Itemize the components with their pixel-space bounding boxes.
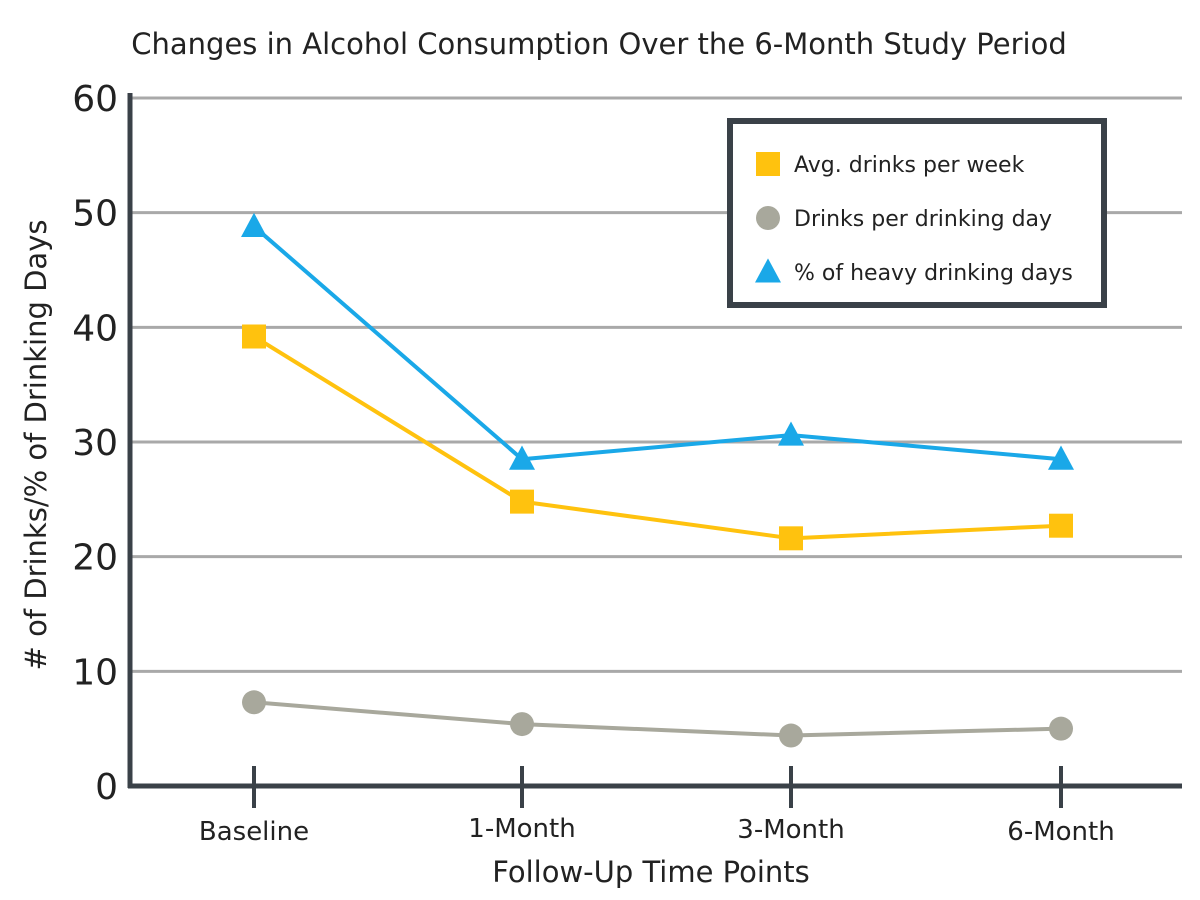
legend-label: Drinks per drinking day [794,207,1052,232]
data-point-triangle [778,421,804,446]
y-tick-label: 10 [72,652,118,693]
legend-label: % of heavy drinking days [794,261,1073,286]
data-point-circle [242,690,266,715]
x-axis-label: Follow-Up Time Points [492,855,810,889]
y-tick-label: 30 [72,423,118,464]
data-point-triangle [241,212,267,237]
series-triangle [241,212,1074,470]
x-ticks: Baseline 1-Month 3-Month 6-Month [199,766,1115,847]
legend-swatch-circle [756,206,780,230]
series-square [242,324,1073,551]
x-tick-label: 6-Month [1007,817,1114,847]
grid-lines [130,96,1182,673]
legend-swatch-square [756,152,780,176]
legend-swatch-triangle [755,258,781,283]
y-axis-label: # of Drinks/% of Drinking Days [19,220,53,671]
series-layer [241,212,1074,748]
y-tick-label: 40 [72,308,118,349]
legend-box [727,118,1107,308]
data-point-circle [779,723,803,748]
data-point-square [1049,513,1073,538]
data-point-triangle [509,445,535,470]
chart-title: Changes in Alcohol Consumption Over the … [131,27,1066,61]
axes [127,93,1182,789]
x-tick-label: 1-Month [468,814,575,844]
x-tick-label: 3-Month [737,815,844,845]
data-point-circle [1049,716,1073,741]
data-point-circle [510,712,534,737]
y-tick-label: 0 [95,767,118,808]
series-circle [242,690,1073,748]
series-line [252,224,1062,462]
data-point-square [510,489,534,514]
y-tick-labels: 0 10 20 30 40 50 60 [72,79,118,808]
x-tick-label: Baseline [199,817,309,847]
data-point-square [779,526,803,551]
data-point-triangle [1048,445,1074,470]
y-tick-label: 20 [72,538,118,579]
series-line [252,334,1062,541]
legend: Avg. drinks per week Drinks per drinking … [727,118,1107,308]
legend-label: Avg. drinks per week [794,153,1025,178]
y-tick-label: 50 [72,194,118,235]
y-tick-label: 60 [72,79,118,120]
series-line [253,700,1062,738]
data-point-square [242,324,266,349]
